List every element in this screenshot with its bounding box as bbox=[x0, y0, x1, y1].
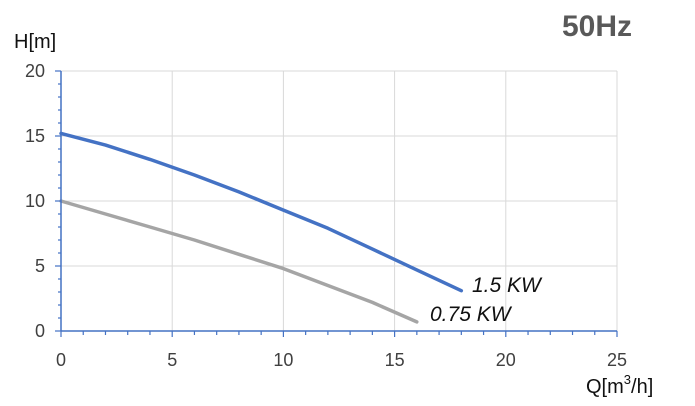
y-tick-label: 10 bbox=[25, 191, 45, 211]
series-lines bbox=[59, 131, 464, 324]
y-axis-title: H[m] bbox=[14, 31, 56, 53]
grid-lines bbox=[61, 70, 618, 331]
x-tick-label: 5 bbox=[167, 350, 177, 370]
y-tick-label: 15 bbox=[25, 126, 45, 146]
y-tick-label: 0 bbox=[35, 321, 45, 341]
y-tick-label: 5 bbox=[35, 256, 45, 276]
tick-labels: 0 5 10 15 20 0 5 10 15 20 25 bbox=[25, 61, 627, 370]
x-tick-label: 25 bbox=[607, 350, 627, 370]
x-axis-title-base: Q[m bbox=[586, 376, 624, 398]
x-tick-label: 10 bbox=[273, 350, 293, 370]
x-tick-label: 15 bbox=[385, 350, 405, 370]
x-axis-title: Q[m3/h] bbox=[586, 372, 653, 398]
series-label-0-75kw: 0.75 KW bbox=[430, 303, 513, 326]
x-axis-title-tail: /h] bbox=[631, 376, 653, 398]
series-line-0 bbox=[59, 131, 464, 293]
frequency-label: 50Hz bbox=[562, 10, 632, 43]
y-tick-label: 20 bbox=[25, 61, 45, 81]
series-label-1-5kw: 1.5 KW bbox=[472, 274, 543, 297]
x-tick-label: 0 bbox=[56, 350, 66, 370]
x-axis-title-exponent: 3 bbox=[624, 372, 631, 387]
x-tick-label: 20 bbox=[496, 350, 516, 370]
axes bbox=[55, 70, 618, 337]
series-line-1 bbox=[59, 199, 419, 324]
